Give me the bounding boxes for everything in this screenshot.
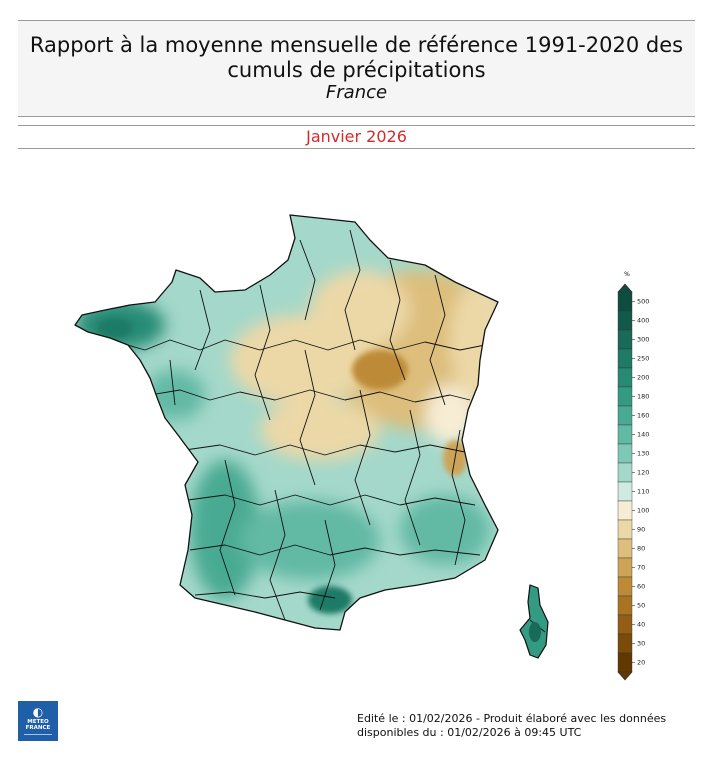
meteo-france-logo: ◐ METEO FRANCE <box>18 701 58 741</box>
header-panel: Rapport à la moyenne mensuelle de référe… <box>18 20 695 117</box>
legend-level-label: 500 <box>637 298 649 306</box>
logo-underline <box>24 734 52 735</box>
legend-swatch <box>617 595 633 616</box>
legend-swatch <box>617 405 633 426</box>
legend-bottom-arrow <box>617 671 633 681</box>
chart-title-line2: cumuls de précipitations <box>227 58 486 82</box>
legend-swatch <box>617 576 633 597</box>
logo-text-line1: METEO <box>27 719 49 725</box>
legend-swatch <box>617 291 633 312</box>
legend-level-label: 300 <box>637 336 649 344</box>
legend-level-label: 180 <box>637 393 649 401</box>
legend-level-label: 100 <box>637 507 649 515</box>
mainland-precipitation-field <box>75 215 498 630</box>
legend-unit: % <box>624 271 630 278</box>
legend-level-label: 160 <box>637 412 649 420</box>
legend-level-label: 120 <box>637 469 649 477</box>
chart-title-line1: Rapport à la moyenne mensuelle de référe… <box>29 33 684 57</box>
region-subtitle: France <box>325 82 388 103</box>
color-scale-legend: % 500 400 300 250 200 180 160 140 130 120 110 100 90 8… <box>617 271 649 681</box>
legend-swatch <box>617 348 633 369</box>
legend-swatch <box>617 557 633 578</box>
legend-swatch <box>617 614 633 635</box>
legend-swatch <box>617 424 633 445</box>
department-boundaries <box>109 229 486 621</box>
legend-level-label: 130 <box>637 450 649 458</box>
legend-swatch <box>617 519 633 540</box>
legend-level-label: 200 <box>637 374 649 382</box>
legend-swatch <box>617 367 633 388</box>
france-precipitation-map <box>74 214 549 659</box>
legend-level-label: 50 <box>637 602 645 610</box>
legend-swatch <box>617 633 633 654</box>
legend-swatch <box>617 462 633 483</box>
logo-symbol-icon: ◐ <box>32 705 44 719</box>
legend-swatch <box>617 538 633 559</box>
legend-level-label: 90 <box>637 526 645 534</box>
footer-info: Edité le : 01/02/2026 - Produit élaboré … <box>357 712 707 740</box>
france-mainland-outline <box>74 214 499 631</box>
footer-edit-date: Edité le : 01/02/2026 - Produit élaboré … <box>357 712 667 725</box>
legend-level-label: 70 <box>637 564 645 572</box>
legend-swatch <box>617 443 633 464</box>
corsica-island <box>519 584 549 659</box>
legend-level-label: 110 <box>637 488 649 496</box>
period-panel: Janvier 2026 <box>18 125 695 149</box>
legend-level-label: 400 <box>637 317 649 325</box>
legend-swatch <box>617 500 633 521</box>
legend-level-label: 40 <box>637 621 645 629</box>
legend-level-label: 250 <box>637 355 649 363</box>
legend-swatch <box>617 329 633 350</box>
legend-level-label: 60 <box>637 583 645 591</box>
footer-data-availability: disponibles du : 01/02/2026 à 09:45 UTC <box>357 726 582 739</box>
logo-text-line2: FRANCE <box>25 725 51 731</box>
legend-level-label: 80 <box>637 545 645 553</box>
period-label: Janvier 2026 <box>306 127 407 146</box>
legend-level-label: 140 <box>637 431 649 439</box>
legend-level-label: 30 <box>637 640 645 648</box>
legend-level-label: 20 <box>637 659 645 667</box>
legend-swatch <box>617 310 633 331</box>
legend-swatch <box>617 481 633 502</box>
legend-swatch <box>617 386 633 407</box>
legend-top-arrow <box>617 283 633 293</box>
legend-swatch <box>617 652 633 673</box>
